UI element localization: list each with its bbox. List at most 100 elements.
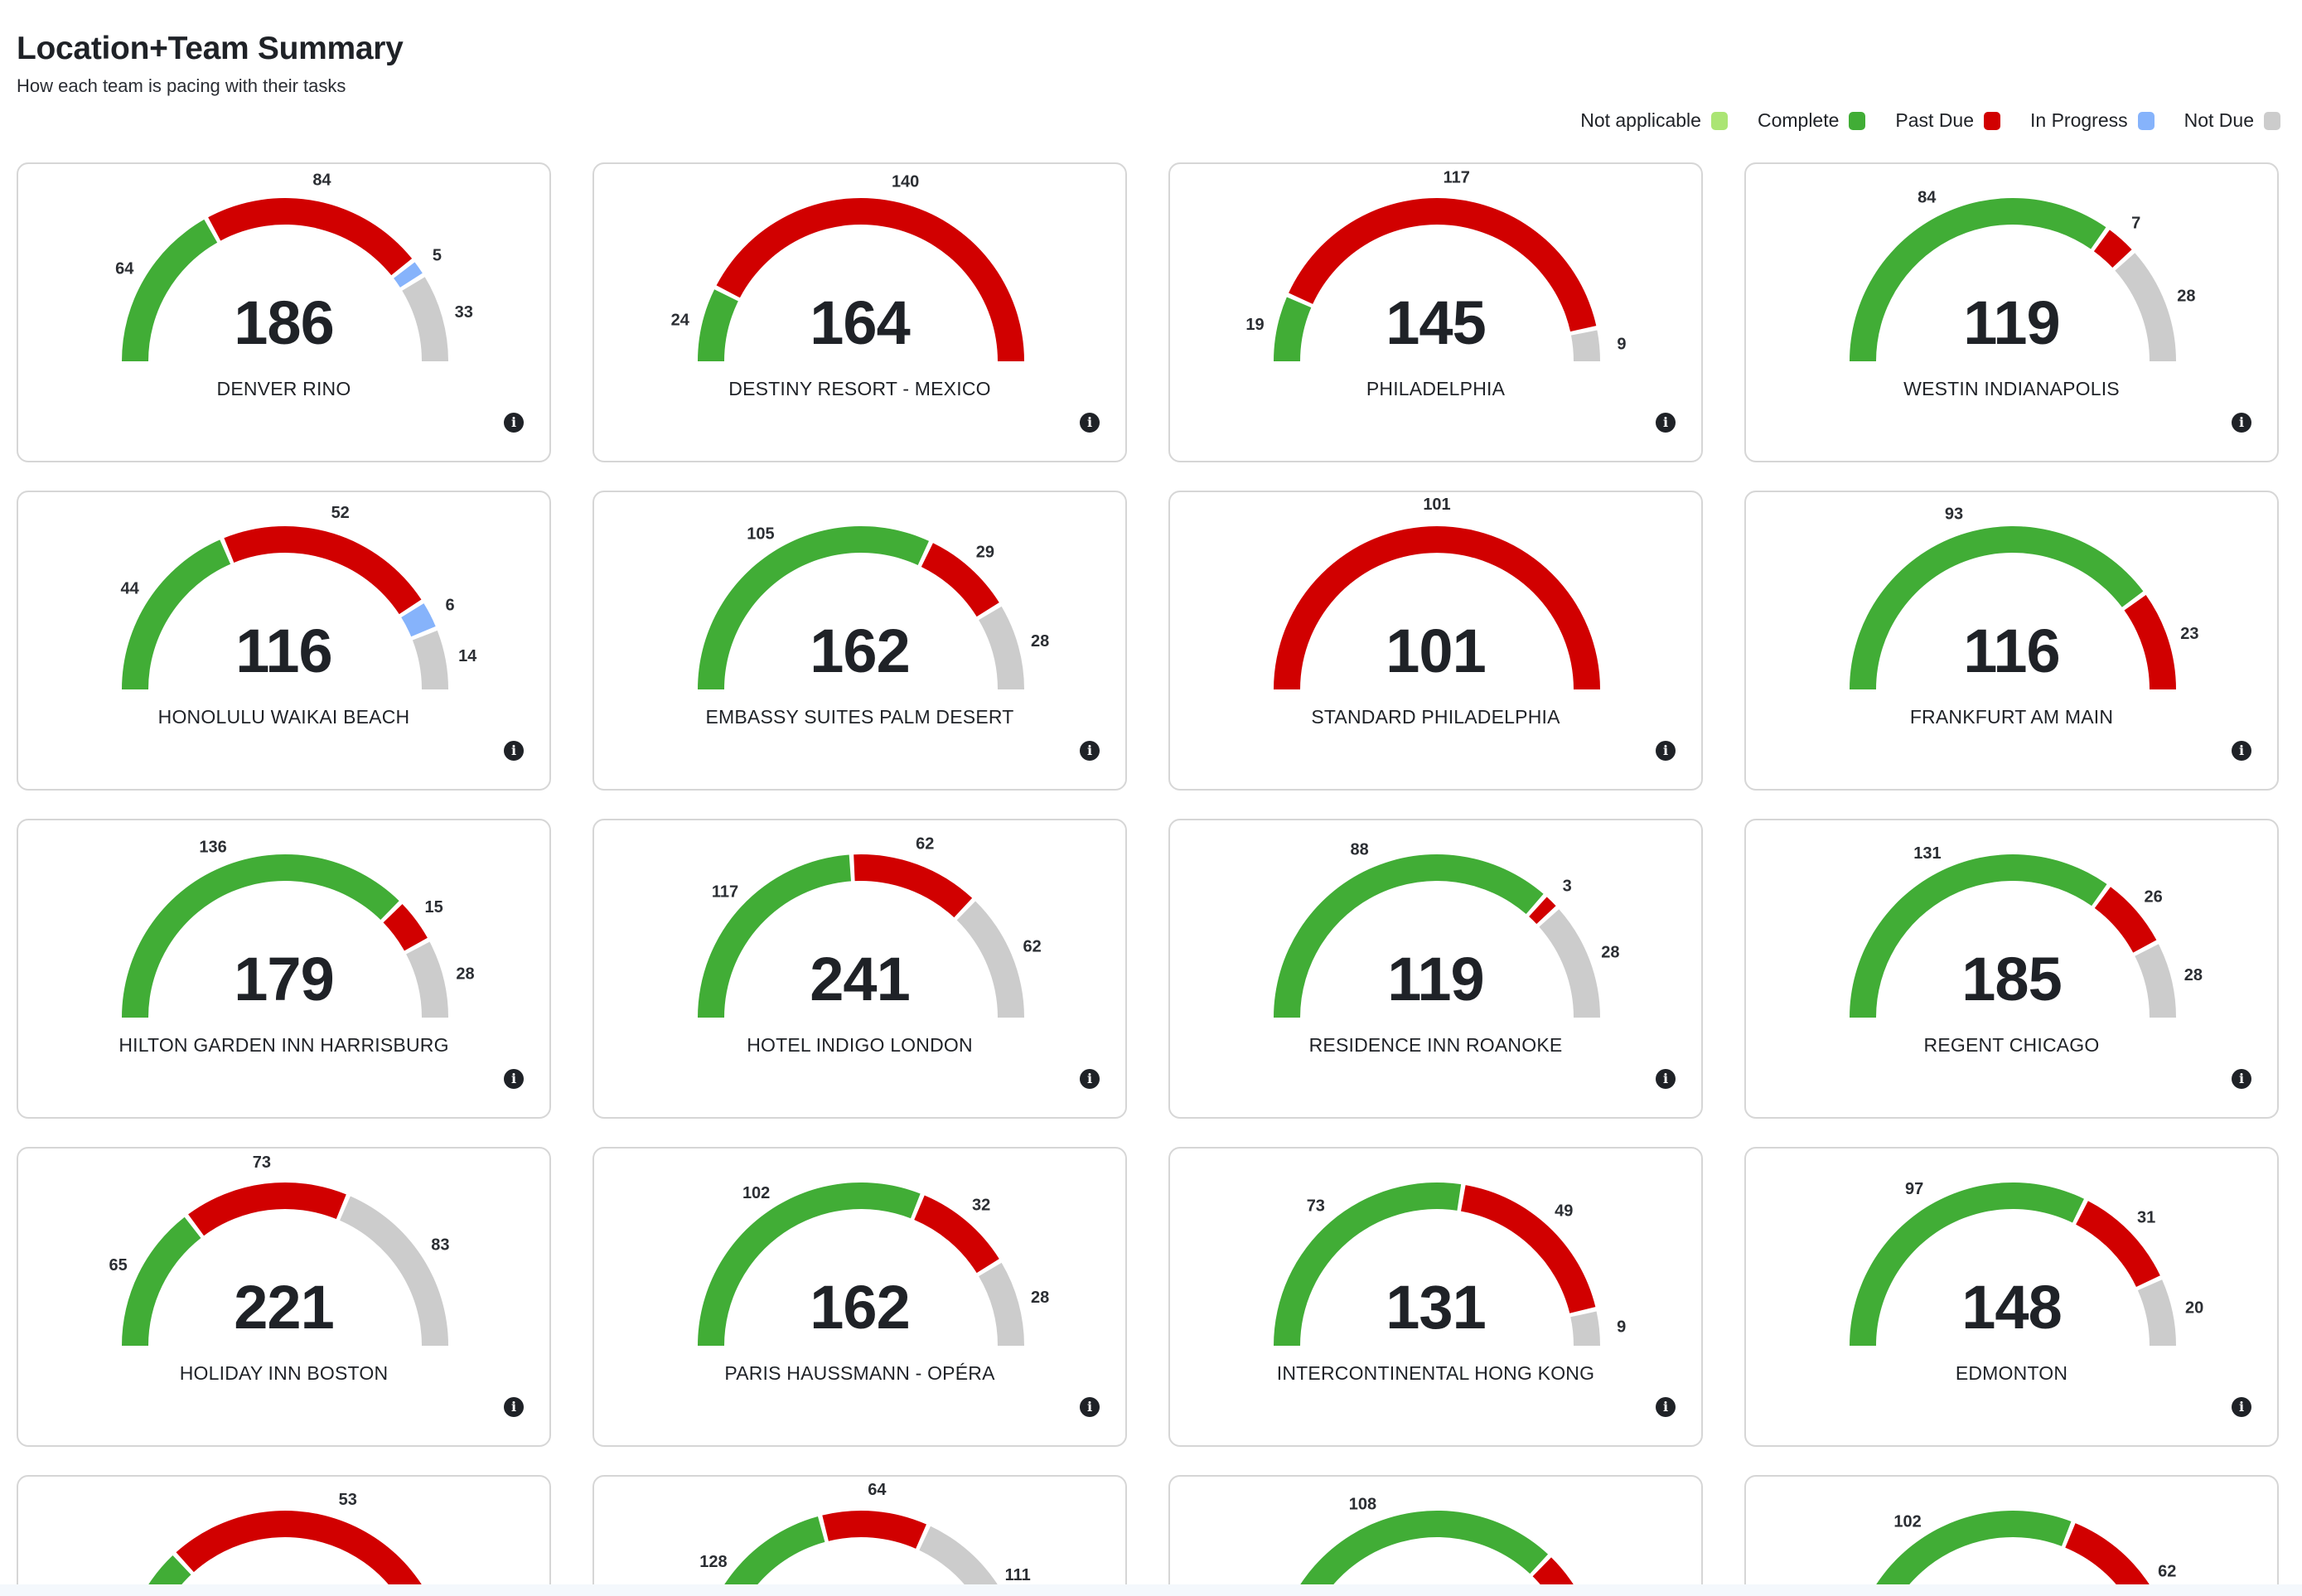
gauge-segment-complete[interactable]: [1850, 526, 2144, 689]
location-card[interactable]: 73 49 9 131 INTERCONTINENTAL HONG KONG i: [1168, 1147, 1703, 1447]
gauge-segment-not-due[interactable]: [412, 630, 448, 689]
gauge-segment-complete[interactable]: [1274, 297, 1312, 361]
info-icon[interactable]: i: [1080, 741, 1100, 761]
gauge-segment-past-due[interactable]: [2124, 594, 2176, 689]
info-icon[interactable]: i: [2232, 1397, 2251, 1417]
info-icon[interactable]: i: [2232, 1069, 2251, 1089]
gauge-segment-complete[interactable]: [122, 539, 231, 689]
legend-item-not-due[interactable]: Not Due: [2184, 109, 2280, 132]
location-card[interactable]: 10837: [1168, 1475, 1703, 1596]
location-card[interactable]: 64 84 5 33 186 DENVER RINO i: [17, 162, 551, 462]
gauge-segment-past-due[interactable]: [1289, 198, 1597, 332]
gauge-segment-in-progress[interactable]: [394, 262, 423, 288]
gauge-segment-complete[interactable]: [1850, 854, 2107, 1018]
gauge-segment-complete[interactable]: [1850, 1511, 2072, 1596]
info-icon[interactable]: i: [1080, 1069, 1100, 1089]
gauge-segment-not-due[interactable]: [402, 277, 448, 361]
location-card[interactable]: 102 32 28 162 PARIS HAUSSMANN - OPÉRA i: [592, 1147, 1127, 1447]
location-card[interactable]: 533: [17, 1475, 551, 1596]
info-icon[interactable]: i: [504, 1069, 524, 1089]
gauge-segment-past-due[interactable]: [1274, 526, 1600, 689]
legend-item-complete[interactable]: Complete: [1758, 109, 1866, 132]
gauge-segment-past-due[interactable]: [716, 198, 1024, 361]
gauge-segment-past-due[interactable]: [2094, 887, 2157, 953]
location-card[interactable]: 24 140 164 DESTINY RESORT - MEXICO i: [592, 162, 1127, 462]
location-card[interactable]: 117 62 62 241 HOTEL INDIGO LONDON i: [592, 819, 1127, 1119]
gauge-segment-past-due[interactable]: [176, 1511, 447, 1596]
location-card[interactable]: 88 3 28 119 RESIDENCE INN ROANOKE i: [1168, 819, 1703, 1119]
location-card[interactable]: 19 117 9 145 PHILADELPHIA i: [1168, 162, 1703, 462]
gauge-segment-past-due[interactable]: [2076, 1201, 2160, 1287]
info-icon[interactable]: i: [504, 413, 524, 433]
gauge-segment-complete[interactable]: [698, 289, 738, 361]
gauge-segment-complete[interactable]: [1274, 1182, 1462, 1346]
legend-item-not-applicable[interactable]: Not applicable: [1580, 109, 1728, 132]
gauge-segment-past-due[interactable]: [2065, 1523, 2176, 1596]
gauge-segment-not-due[interactable]: [1570, 330, 1600, 361]
gauge-segment-complete[interactable]: [122, 219, 218, 361]
gauge-segment-not-due[interactable]: [406, 941, 448, 1018]
total-count: 162: [810, 1273, 910, 1342]
gauge-segment-past-due[interactable]: [208, 198, 413, 276]
location-card[interactable]: 44 52 6 14 116 HONOLULU WAIKAI BEACH i: [17, 491, 551, 791]
gauge-segment-not-due[interactable]: [919, 1526, 1024, 1596]
gauge-segment-past-due[interactable]: [914, 1195, 999, 1274]
gauge-segment-not-due[interactable]: [979, 1262, 1024, 1346]
gauge-segment-in-progress[interactable]: [401, 603, 436, 637]
info-icon[interactable]: i: [504, 741, 524, 761]
gauge-segment-complete[interactable]: [698, 1182, 921, 1346]
gauge-segment-not-due[interactable]: [956, 901, 1024, 1018]
location-card[interactable]: 105 29 28 162 EMBASSY SUITES PALM DESERT i: [592, 491, 1127, 791]
info-icon[interactable]: i: [504, 1397, 524, 1417]
gauge-segment-past-due[interactable]: [822, 1511, 926, 1549]
gauge-segment-past-due[interactable]: [188, 1182, 346, 1236]
location-card[interactable]: 128 64 111: [592, 1475, 1127, 1596]
segment-value-label: 65: [109, 1256, 128, 1274]
location-name: HOLIDAY INN BOSTON: [179, 1362, 389, 1384]
legend-item-past-due[interactable]: Past Due: [1895, 109, 2001, 132]
location-card[interactable]: 131 26 28 185 REGENT CHICAGO i: [1744, 819, 2279, 1119]
gauge-segment-past-due[interactable]: [921, 543, 999, 617]
location-card[interactable]: 101 101 STANDARD PHILADELPHIA i: [1168, 491, 1703, 791]
gauge-segment-complete[interactable]: [698, 525, 929, 689]
gauge-segment-past-due[interactable]: [2093, 230, 2132, 268]
gauge-segment-complete[interactable]: [1850, 1182, 2084, 1346]
gauge-segment-past-due[interactable]: [854, 854, 973, 918]
gauge-segment-not-due[interactable]: [2135, 944, 2176, 1018]
gauge-segment-not-due[interactable]: [2137, 1279, 2176, 1346]
gauge-segment-past-due[interactable]: [1460, 1185, 1596, 1313]
info-icon[interactable]: i: [1080, 413, 1100, 433]
gauge-segment-complete[interactable]: [122, 854, 399, 1018]
gauge-segment-not-due[interactable]: [1570, 1311, 1600, 1346]
location-card[interactable]: 65 73 83 221 HOLIDAY INN BOSTON i: [17, 1147, 551, 1447]
gauge-segment-not-due[interactable]: [979, 606, 1024, 689]
info-icon[interactable]: i: [1656, 1397, 1676, 1417]
total-count: 179: [234, 945, 334, 1013]
gauge-segment-not-due[interactable]: [1539, 909, 1600, 1018]
gauge-segment-past-due[interactable]: [1529, 897, 1556, 925]
gauge-segment-complete[interactable]: [1274, 854, 1544, 1018]
total-count: 162: [810, 617, 910, 685]
info-icon[interactable]: i: [2232, 741, 2251, 761]
legend-item-in-progress[interactable]: In Progress: [2030, 109, 2154, 132]
gauge-segment-complete[interactable]: [122, 1216, 201, 1346]
info-icon[interactable]: i: [1656, 741, 1676, 761]
location-card[interactable]: 102 62: [1744, 1475, 2279, 1596]
gauge-segment-not-due[interactable]: [340, 1196, 448, 1346]
gauge-segment-past-due[interactable]: [224, 526, 422, 615]
location-card[interactable]: 97 31 20 148 EDMONTON i: [1744, 1147, 2279, 1447]
legend-swatch-icon: [1849, 111, 1866, 130]
gauge-segment-complete[interactable]: [698, 854, 852, 1018]
info-icon[interactable]: i: [2232, 413, 2251, 433]
location-card[interactable]: 136 15 28 179 HILTON GARDEN INN HARRISBURG i: [17, 819, 551, 1119]
info-icon[interactable]: i: [1656, 413, 1676, 433]
gauge-segment-past-due[interactable]: [383, 903, 428, 951]
location-card[interactable]: 93 23 116 FRANKFURT AM MAIN i: [1744, 491, 2279, 791]
info-icon[interactable]: i: [1656, 1069, 1676, 1089]
gauge-segment-complete[interactable]: [698, 1516, 825, 1596]
gauge-segment-complete[interactable]: [1850, 198, 2106, 361]
location-card[interactable]: 84 7 28 119 WESTIN INDIANAPOLIS i: [1744, 162, 2279, 462]
gauge-segment-not-due[interactable]: [2115, 253, 2176, 361]
gauge-segment-complete[interactable]: [1274, 1511, 1549, 1596]
info-icon[interactable]: i: [1080, 1397, 1100, 1417]
